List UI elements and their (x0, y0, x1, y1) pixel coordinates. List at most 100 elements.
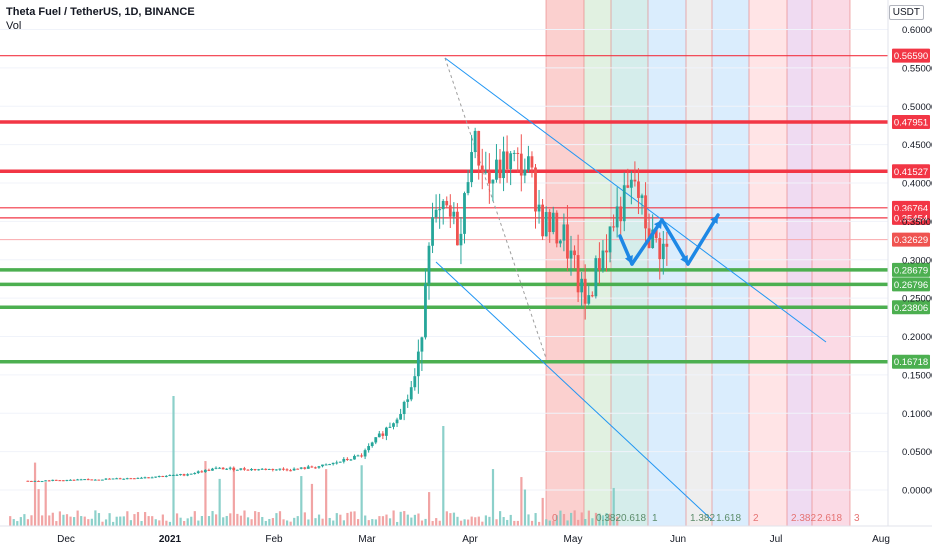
candle-body (629, 179, 633, 188)
candle (132, 478, 136, 480)
projection-path (618, 213, 720, 266)
candle-body (566, 224, 569, 259)
candle-body (186, 474, 189, 476)
volume-bar (555, 515, 558, 526)
candle-body (409, 387, 413, 400)
candle (661, 230, 665, 275)
candle-body (207, 469, 211, 471)
volume-bar (229, 513, 232, 526)
volume-bar (310, 483, 314, 526)
candle-body (282, 468, 285, 470)
candle (452, 202, 456, 225)
candle-body (140, 477, 143, 479)
volume-label[interactable]: Vol (6, 20, 22, 32)
candle (534, 164, 537, 229)
candle (271, 468, 275, 472)
candle (416, 339, 420, 394)
volume-bar (197, 520, 200, 526)
candle (424, 268, 427, 340)
volume-bar (179, 517, 182, 526)
volume-bar (296, 516, 299, 526)
volume-bar (616, 516, 619, 526)
projection-arrow-head (653, 220, 662, 229)
volume-bar (232, 470, 235, 526)
candle-body (608, 226, 612, 253)
volume-bar (381, 516, 385, 526)
candle-body (26, 480, 30, 482)
volume-bar (516, 520, 519, 526)
volume-bar (594, 512, 598, 526)
candle (519, 134, 523, 192)
candle-body (605, 250, 608, 253)
candle-body (214, 467, 218, 469)
candle-body (306, 466, 310, 469)
candle (477, 130, 481, 180)
volume-bar (243, 510, 246, 526)
candle-body (221, 467, 225, 470)
volume-bar (481, 521, 484, 526)
candle-body (51, 479, 55, 481)
price-label-text: 0.35454 (894, 213, 928, 224)
volume-bar (140, 521, 143, 526)
candle-body (399, 414, 402, 420)
volume-bar (577, 519, 580, 526)
candle-body (264, 468, 268, 470)
fib-zone-label: 2.382 (791, 513, 816, 524)
symbol-title[interactable]: Theta Fuel / TetherUS, 1D, BINANCE (6, 6, 195, 18)
candle (150, 476, 154, 479)
candle-body (665, 243, 669, 247)
candle (93, 479, 97, 481)
candle (605, 234, 608, 272)
candle-body (54, 479, 58, 481)
volume-bar (598, 513, 601, 526)
candle-body (374, 437, 378, 443)
volume-bar (183, 521, 186, 526)
candle-body (416, 351, 420, 377)
candle-body (143, 477, 147, 479)
volume-bar (513, 520, 516, 526)
candle (370, 441, 374, 448)
candle (228, 466, 232, 471)
candle (509, 151, 513, 186)
candle-body (466, 182, 470, 194)
volume-bar (570, 512, 573, 526)
support-price-label: 0.23806 (892, 300, 930, 315)
currency-badge[interactable]: USDT (888, 5, 924, 20)
candle-body (576, 255, 580, 293)
candle-body (193, 473, 197, 475)
volume-bar (51, 512, 54, 526)
fib-zone-label: 2 (753, 513, 759, 524)
candle-body (37, 480, 40, 482)
price-label-bg (892, 354, 930, 369)
candle-body (324, 464, 328, 466)
candle (431, 202, 434, 254)
volume-bar (601, 515, 605, 526)
candle-body (296, 468, 300, 470)
candle-body (161, 475, 165, 477)
candle (260, 468, 264, 470)
candle (154, 476, 158, 478)
channel-lower-line (435, 261, 713, 521)
candle (282, 467, 285, 471)
volume-bar (573, 510, 576, 526)
volume-bar (257, 512, 260, 526)
volume-bar (552, 520, 555, 526)
volume-bar (222, 517, 225, 526)
candle (76, 478, 79, 481)
candle (37, 480, 40, 482)
channel-diagonal (444, 57, 547, 359)
candle-body (345, 458, 349, 460)
candle (306, 464, 310, 469)
candle (129, 477, 133, 480)
candle-body (445, 200, 449, 206)
candle (427, 242, 431, 300)
volume-bar (413, 514, 416, 526)
volume-bar (282, 519, 285, 526)
candle-body (385, 427, 388, 436)
projection-arrow-head (680, 255, 688, 264)
candle (51, 479, 55, 482)
candle (633, 161, 637, 187)
